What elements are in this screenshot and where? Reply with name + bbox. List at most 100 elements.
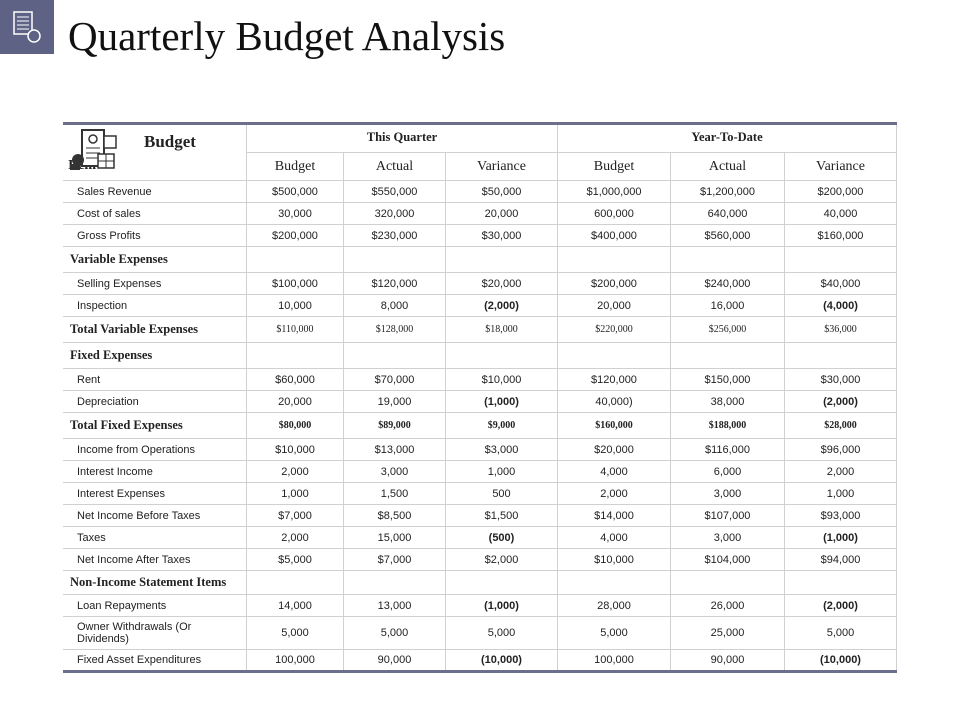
cell: 1,000 xyxy=(247,483,344,505)
section-label: Non-Income Statement Items xyxy=(63,571,247,595)
row-label: Sales Revenue xyxy=(63,181,247,203)
report-icon xyxy=(70,129,117,170)
row-label: Taxes xyxy=(63,527,247,549)
empty-cell xyxy=(247,247,344,273)
cell: 28,000 xyxy=(558,595,671,617)
cell: (1,000) xyxy=(446,391,558,413)
row-label: Depreciation xyxy=(63,391,247,413)
cell: $160,000 xyxy=(785,225,897,247)
cell: 20,000 xyxy=(558,295,671,317)
row-label: Loan Repayments xyxy=(63,595,247,617)
empty-cell xyxy=(344,247,446,273)
row-label: Interest Expenses xyxy=(63,483,247,505)
cell: 2,000 xyxy=(247,461,344,483)
cell: $200,000 xyxy=(785,181,897,203)
empty-cell xyxy=(558,343,671,369)
cell: (2,000) xyxy=(785,391,897,413)
cell: $500,000 xyxy=(247,181,344,203)
cell: $240,000 xyxy=(671,273,785,295)
row-label: Inspection xyxy=(63,295,247,317)
cell: (2,000) xyxy=(785,595,897,617)
cell: $560,000 xyxy=(671,225,785,247)
empty-cell xyxy=(344,343,446,369)
cell: 90,000 xyxy=(344,650,446,671)
group-header: Year-To-Date xyxy=(558,123,897,153)
empty-cell xyxy=(671,247,785,273)
cell: 3,000 xyxy=(671,527,785,549)
cell: $8,500 xyxy=(344,505,446,527)
cell: $104,000 xyxy=(671,549,785,571)
cell: 15,000 xyxy=(344,527,446,549)
cell: 2,000 xyxy=(785,461,897,483)
cell: $200,000 xyxy=(558,273,671,295)
cell: $70,000 xyxy=(344,369,446,391)
cell: $36,000 xyxy=(785,317,897,343)
cell: $7,000 xyxy=(344,549,446,571)
cell: 3,000 xyxy=(344,461,446,483)
item-header-cell xyxy=(63,123,247,181)
column-header: Actual xyxy=(671,153,785,181)
cell: $93,000 xyxy=(785,505,897,527)
row-label: Total Variable Expenses xyxy=(63,317,247,343)
cell: $550,000 xyxy=(344,181,446,203)
empty-cell xyxy=(558,571,671,595)
section-label: Variable Expenses xyxy=(63,247,247,273)
cell: 90,000 xyxy=(671,650,785,671)
empty-cell xyxy=(446,571,558,595)
cell: 3,000 xyxy=(671,483,785,505)
cell: $2,000 xyxy=(446,549,558,571)
row-label: Net Income After Taxes xyxy=(63,549,247,571)
cell: 1,000 xyxy=(446,461,558,483)
empty-cell xyxy=(344,571,446,595)
cell: 500 xyxy=(446,483,558,505)
row-label: Net Income Before Taxes xyxy=(63,505,247,527)
cell: $20,000 xyxy=(446,273,558,295)
cell: $10,000 xyxy=(446,369,558,391)
cell: $1,000,000 xyxy=(558,181,671,203)
cell: $89,000 xyxy=(344,413,446,439)
cell: 2,000 xyxy=(247,527,344,549)
title: Quarterly Budget Analysis xyxy=(68,13,506,59)
cell: $110,000 xyxy=(247,317,344,343)
cell: 320,000 xyxy=(344,203,446,225)
row-label: Cost of sales xyxy=(63,203,247,225)
budget-header: Budget xyxy=(144,132,196,151)
cell: 14,000 xyxy=(247,595,344,617)
column-header: Variance xyxy=(446,153,558,181)
cell: 19,000 xyxy=(344,391,446,413)
cell: 100,000 xyxy=(247,650,344,671)
cell: 20,000 xyxy=(446,203,558,225)
row-label: Fixed Asset Expenditures xyxy=(63,650,247,671)
cell: $220,000 xyxy=(558,317,671,343)
cell: (10,000) xyxy=(785,650,897,671)
cell: $40,000 xyxy=(785,273,897,295)
empty-cell xyxy=(247,571,344,595)
cell: 5,000 xyxy=(558,617,671,650)
cell: 1,000 xyxy=(785,483,897,505)
cell: 16,000 xyxy=(671,295,785,317)
table-rule xyxy=(63,122,897,125)
row-label: Income from Operations xyxy=(63,439,247,461)
cell: 40,000) xyxy=(558,391,671,413)
cell: $30,000 xyxy=(785,369,897,391)
cell: 4,000 xyxy=(558,461,671,483)
cell: 20,000 xyxy=(247,391,344,413)
cell: 100,000 xyxy=(558,650,671,671)
cell: (1,000) xyxy=(785,527,897,549)
group-header: This Quarter xyxy=(247,123,558,153)
cell: $96,000 xyxy=(785,439,897,461)
cell: $107,000 xyxy=(671,505,785,527)
cell: 13,000 xyxy=(344,595,446,617)
cell: $94,000 xyxy=(785,549,897,571)
empty-cell xyxy=(446,247,558,273)
cell: $18,000 xyxy=(446,317,558,343)
cell: $400,000 xyxy=(558,225,671,247)
cell: 40,000 xyxy=(785,203,897,225)
cell: 38,000 xyxy=(671,391,785,413)
cell: $9,000 xyxy=(446,413,558,439)
cell: 600,000 xyxy=(558,203,671,225)
cell: $120,000 xyxy=(344,273,446,295)
cell: $116,000 xyxy=(671,439,785,461)
cell: $10,000 xyxy=(558,549,671,571)
